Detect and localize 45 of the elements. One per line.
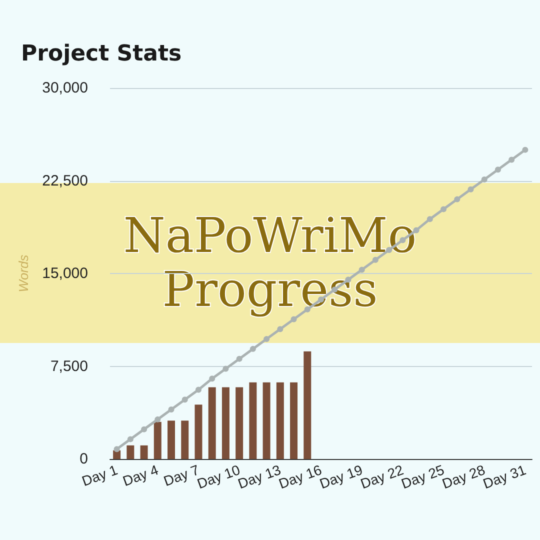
bar <box>154 422 162 459</box>
bar <box>304 351 312 459</box>
bar <box>194 404 202 459</box>
point <box>168 406 174 413</box>
y-tick-label: 22,500 <box>42 172 88 190</box>
bar <box>208 387 216 459</box>
point <box>508 156 515 163</box>
point <box>481 176 488 183</box>
bar <box>249 382 257 459</box>
point <box>494 166 501 173</box>
y-tick-label: 7,500 <box>50 358 88 375</box>
point <box>454 196 460 202</box>
point <box>127 436 134 442</box>
point <box>277 326 284 332</box>
bar <box>140 445 148 459</box>
bar <box>168 420 175 459</box>
point <box>222 366 229 372</box>
point <box>264 336 270 342</box>
bar <box>126 445 134 459</box>
point <box>154 416 161 422</box>
point <box>141 426 148 432</box>
bar <box>276 382 284 459</box>
point <box>468 186 474 192</box>
point <box>440 206 447 212</box>
y-tick-label: 15,000 <box>42 265 88 282</box>
chart-title: Project Stats <box>21 42 182 66</box>
point <box>236 356 242 362</box>
y-tick-label: 30,000 <box>42 80 88 96</box>
bar <box>236 387 244 459</box>
point <box>522 146 528 153</box>
bar <box>290 382 298 459</box>
bar <box>181 420 189 459</box>
point <box>209 376 216 382</box>
point <box>195 386 202 393</box>
point <box>114 446 120 452</box>
point <box>182 396 188 403</box>
y-tick-label: 0 <box>80 450 88 468</box>
point <box>250 346 256 352</box>
y-axis-title: Words <box>16 254 31 292</box>
annotation: NaPoWriMo Progress <box>123 208 417 318</box>
point <box>426 216 433 222</box>
point <box>372 256 378 263</box>
x-tick-label: Day 4 <box>120 461 161 490</box>
bar <box>222 387 230 459</box>
bar <box>262 382 270 459</box>
